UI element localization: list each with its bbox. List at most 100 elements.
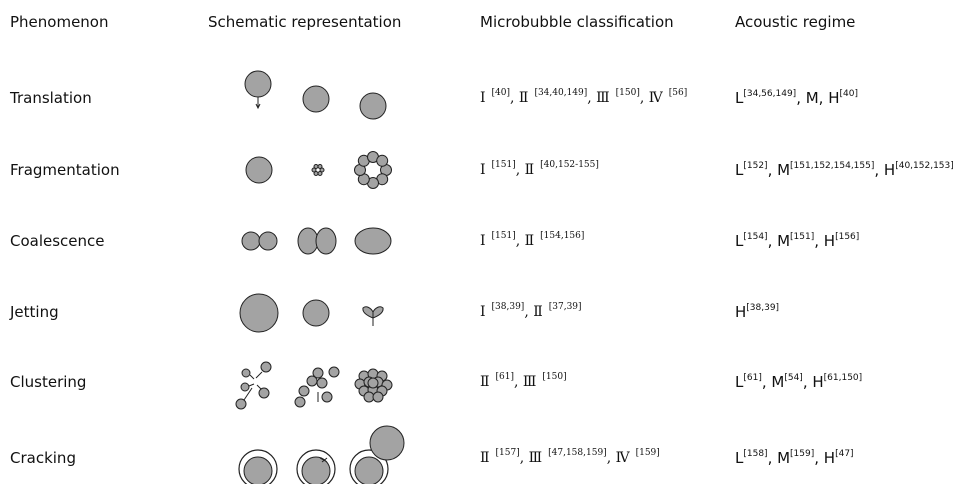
phenomenon: Clustering bbox=[10, 373, 86, 391]
schematic-shape bbox=[236, 399, 246, 409]
regime-cell: L[154], M[151], H[156] bbox=[735, 232, 859, 250]
reference: [157] bbox=[496, 448, 520, 458]
reference: [61,150] bbox=[824, 373, 863, 383]
classification-text: , Ⅲ bbox=[587, 90, 609, 106]
regime-text: , H bbox=[874, 161, 895, 179]
reference: [150] bbox=[542, 372, 566, 382]
phenomenon: Fragmentation bbox=[10, 161, 120, 179]
schematic-shape bbox=[370, 426, 404, 460]
schematic-shape bbox=[242, 232, 260, 250]
schematic-shape bbox=[259, 232, 277, 250]
reference: [47,158,159] bbox=[548, 448, 607, 458]
schematic-shape bbox=[355, 152, 392, 189]
column-header: Schematic representation bbox=[208, 13, 401, 31]
schematic-shape bbox=[240, 294, 278, 332]
reference: [154,156] bbox=[540, 231, 584, 241]
classification-cell: Ⅰ [151], Ⅱ [154,156] bbox=[480, 233, 584, 249]
regime-text: , H bbox=[814, 232, 835, 250]
classification-cell: Ⅰ [151], Ⅱ [40,152-155] bbox=[480, 162, 599, 178]
regime-text: , M bbox=[768, 232, 790, 250]
reference: [40,152-155] bbox=[540, 160, 599, 170]
reference: [40] bbox=[492, 88, 510, 98]
schematic-shape bbox=[368, 378, 378, 388]
schematic-shape bbox=[355, 369, 392, 402]
schematic-shape bbox=[241, 383, 249, 391]
classification-text: , Ⅲ bbox=[514, 374, 536, 390]
schematic-shape bbox=[318, 171, 322, 175]
reference: [56] bbox=[669, 88, 687, 98]
reference: [159] bbox=[790, 449, 814, 459]
schematic-shape bbox=[316, 228, 336, 254]
classification-text: , Ⅱ bbox=[510, 90, 528, 106]
schematic-shape bbox=[318, 165, 322, 169]
schematic-shape bbox=[360, 93, 386, 119]
classification-text: Ⅰ bbox=[480, 304, 486, 320]
schematic-shape bbox=[307, 376, 317, 386]
classification-text: Ⅰ bbox=[480, 233, 486, 249]
reference: [38,39] bbox=[492, 302, 525, 312]
schematic-shape bbox=[245, 71, 271, 97]
classification-text: Ⅱ bbox=[480, 374, 490, 390]
reference: [154] bbox=[743, 232, 767, 242]
regime-text: , M bbox=[762, 373, 784, 391]
schematic-shape bbox=[317, 378, 327, 388]
schematic-shape bbox=[250, 375, 254, 379]
schematic-shape bbox=[312, 165, 324, 176]
phenomenon: Coalescence bbox=[10, 232, 105, 250]
schematic-shape bbox=[259, 388, 269, 398]
reference: [61] bbox=[496, 372, 514, 382]
regime-cell: L[61], M[54], H[61,150] bbox=[735, 373, 862, 391]
schematic-shape bbox=[244, 457, 272, 484]
reference: [40] bbox=[839, 89, 857, 99]
reference: [152] bbox=[743, 161, 767, 171]
schematic-shape bbox=[261, 362, 271, 372]
reference: [151] bbox=[492, 231, 516, 241]
regime-text: , M, H bbox=[796, 89, 839, 107]
schematic-shape bbox=[298, 228, 318, 254]
schematic-shape bbox=[322, 392, 332, 402]
reference: [151,152,154,155] bbox=[790, 161, 874, 171]
regime-text: , M bbox=[768, 449, 790, 467]
regime-text: , H bbox=[803, 373, 824, 391]
reference: [156] bbox=[835, 232, 859, 242]
classification-cell: Ⅱ[157], Ⅲ[47,158,159], Ⅳ[159] bbox=[480, 450, 660, 466]
classification-text: , Ⅱ bbox=[524, 304, 542, 320]
column-header: Microbubble classification bbox=[480, 13, 674, 31]
column-header: Phenomenon bbox=[10, 13, 109, 31]
regime-cell: H[38,39] bbox=[735, 303, 779, 321]
regime-cell: L[152], M[151,152,154,155], H[40,152,153… bbox=[735, 161, 954, 179]
schematic-shape bbox=[299, 386, 309, 396]
phenomenon: Cracking bbox=[10, 449, 76, 467]
reference: [38,39] bbox=[746, 303, 779, 313]
classification-text: , Ⅳ bbox=[640, 90, 663, 106]
schematic-shape bbox=[377, 155, 388, 166]
schematic-shape bbox=[242, 369, 250, 377]
reference: [47] bbox=[835, 449, 853, 459]
schematic-shape bbox=[355, 457, 383, 484]
schematic-shape bbox=[295, 397, 305, 407]
reference: [151] bbox=[492, 160, 516, 170]
schematic-shape bbox=[246, 157, 272, 183]
regime-cell: L[34,56,149], M, H[40] bbox=[735, 89, 858, 107]
classification-cell: Ⅰ [38,39], Ⅱ [37,39] bbox=[480, 304, 582, 320]
phenomenon: Translation bbox=[10, 89, 92, 107]
classification-cell: Ⅱ [61], Ⅲ [150] bbox=[480, 374, 567, 390]
classification-text: , Ⅱ bbox=[516, 162, 534, 178]
reference: [37,39] bbox=[549, 302, 582, 312]
classification-text: Ⅰ bbox=[480, 90, 486, 106]
reference: [158] bbox=[743, 449, 767, 459]
reference: [150] bbox=[616, 88, 640, 98]
schematic-shape bbox=[355, 228, 391, 254]
reference: [34,56,149] bbox=[743, 89, 796, 99]
schematic-shape bbox=[249, 384, 254, 386]
regime-text: H bbox=[735, 303, 746, 321]
column-header: Acoustic regime bbox=[735, 13, 855, 31]
reference: [34,40,149] bbox=[534, 88, 587, 98]
classification-text: Ⅱ bbox=[480, 450, 490, 466]
schematic-shape bbox=[329, 367, 339, 377]
classification-text: , Ⅱ bbox=[516, 233, 534, 249]
reference: [151] bbox=[790, 232, 814, 242]
reference: [54] bbox=[784, 373, 802, 383]
schematic-shape bbox=[303, 300, 329, 326]
classification-text: Ⅰ bbox=[480, 162, 486, 178]
